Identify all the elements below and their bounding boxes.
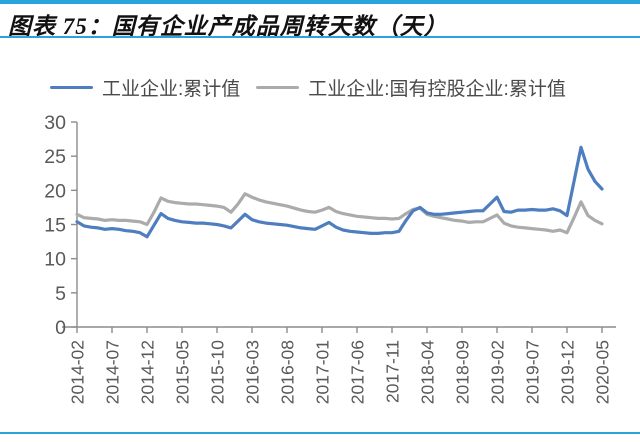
title-divider (0, 36, 640, 38)
series-line-工业企业:国有控股企业:累计值 (75, 192, 604, 235)
x-tick-label: 2015-10 (208, 340, 228, 404)
legend-line-swatch-gray (256, 85, 300, 90)
y-tick-label: 25 (44, 146, 66, 168)
x-tick-label: 2015-05 (173, 340, 193, 404)
y-tick-label: 30 (44, 112, 66, 134)
legend-item-industrial: 工业企业:累计值 (50, 74, 240, 101)
legend-line-swatch-blue (50, 85, 93, 90)
y-tick-label: 10 (44, 249, 66, 271)
x-tick-label: 2017-11 (383, 340, 403, 403)
y-tick-label: 5 (55, 283, 66, 305)
x-tick-label: 2019-12 (558, 340, 578, 404)
x-tick-label: 2014-02 (68, 340, 88, 404)
legend-label: 工业企业:累计值 (102, 79, 241, 100)
legend-label: 工业企业:国有控股企业:累计值 (308, 79, 566, 100)
y-tick-label: 15 (44, 215, 66, 237)
chart-legend: 工业企业:累计值 工业企业:国有控股企业:累计值 (50, 74, 566, 101)
x-tick-label: 2016-08 (278, 340, 298, 404)
x-tick-label: 2017-06 (348, 340, 368, 404)
y-tick-label: 20 (44, 180, 66, 202)
x-tick-label: 2019-07 (523, 340, 543, 404)
x-tick-label: 2020-05 (593, 340, 613, 404)
x-tick-label: 2018-09 (453, 340, 473, 404)
x-tick-label: 2018-04 (418, 340, 438, 404)
x-tick-label: 2014-12 (138, 340, 158, 404)
x-tick-label: 2014-07 (103, 340, 123, 404)
figure-title: 图表 75：国有企业产成品周转天数（天） (8, 14, 448, 39)
top-accent-bar (0, 0, 640, 4)
series-line-工业企业:累计值 (75, 145, 604, 239)
x-tick-label: 2017-01 (313, 340, 333, 404)
x-tick-label: 2019-02 (488, 340, 508, 404)
bottom-accent-bar (0, 432, 640, 434)
x-tick-label: 2016-03 (243, 340, 263, 404)
y-tick-label: 0 (55, 317, 66, 339)
legend-item-state-owned: 工业企业:国有控股企业:累计值 (256, 74, 566, 101)
